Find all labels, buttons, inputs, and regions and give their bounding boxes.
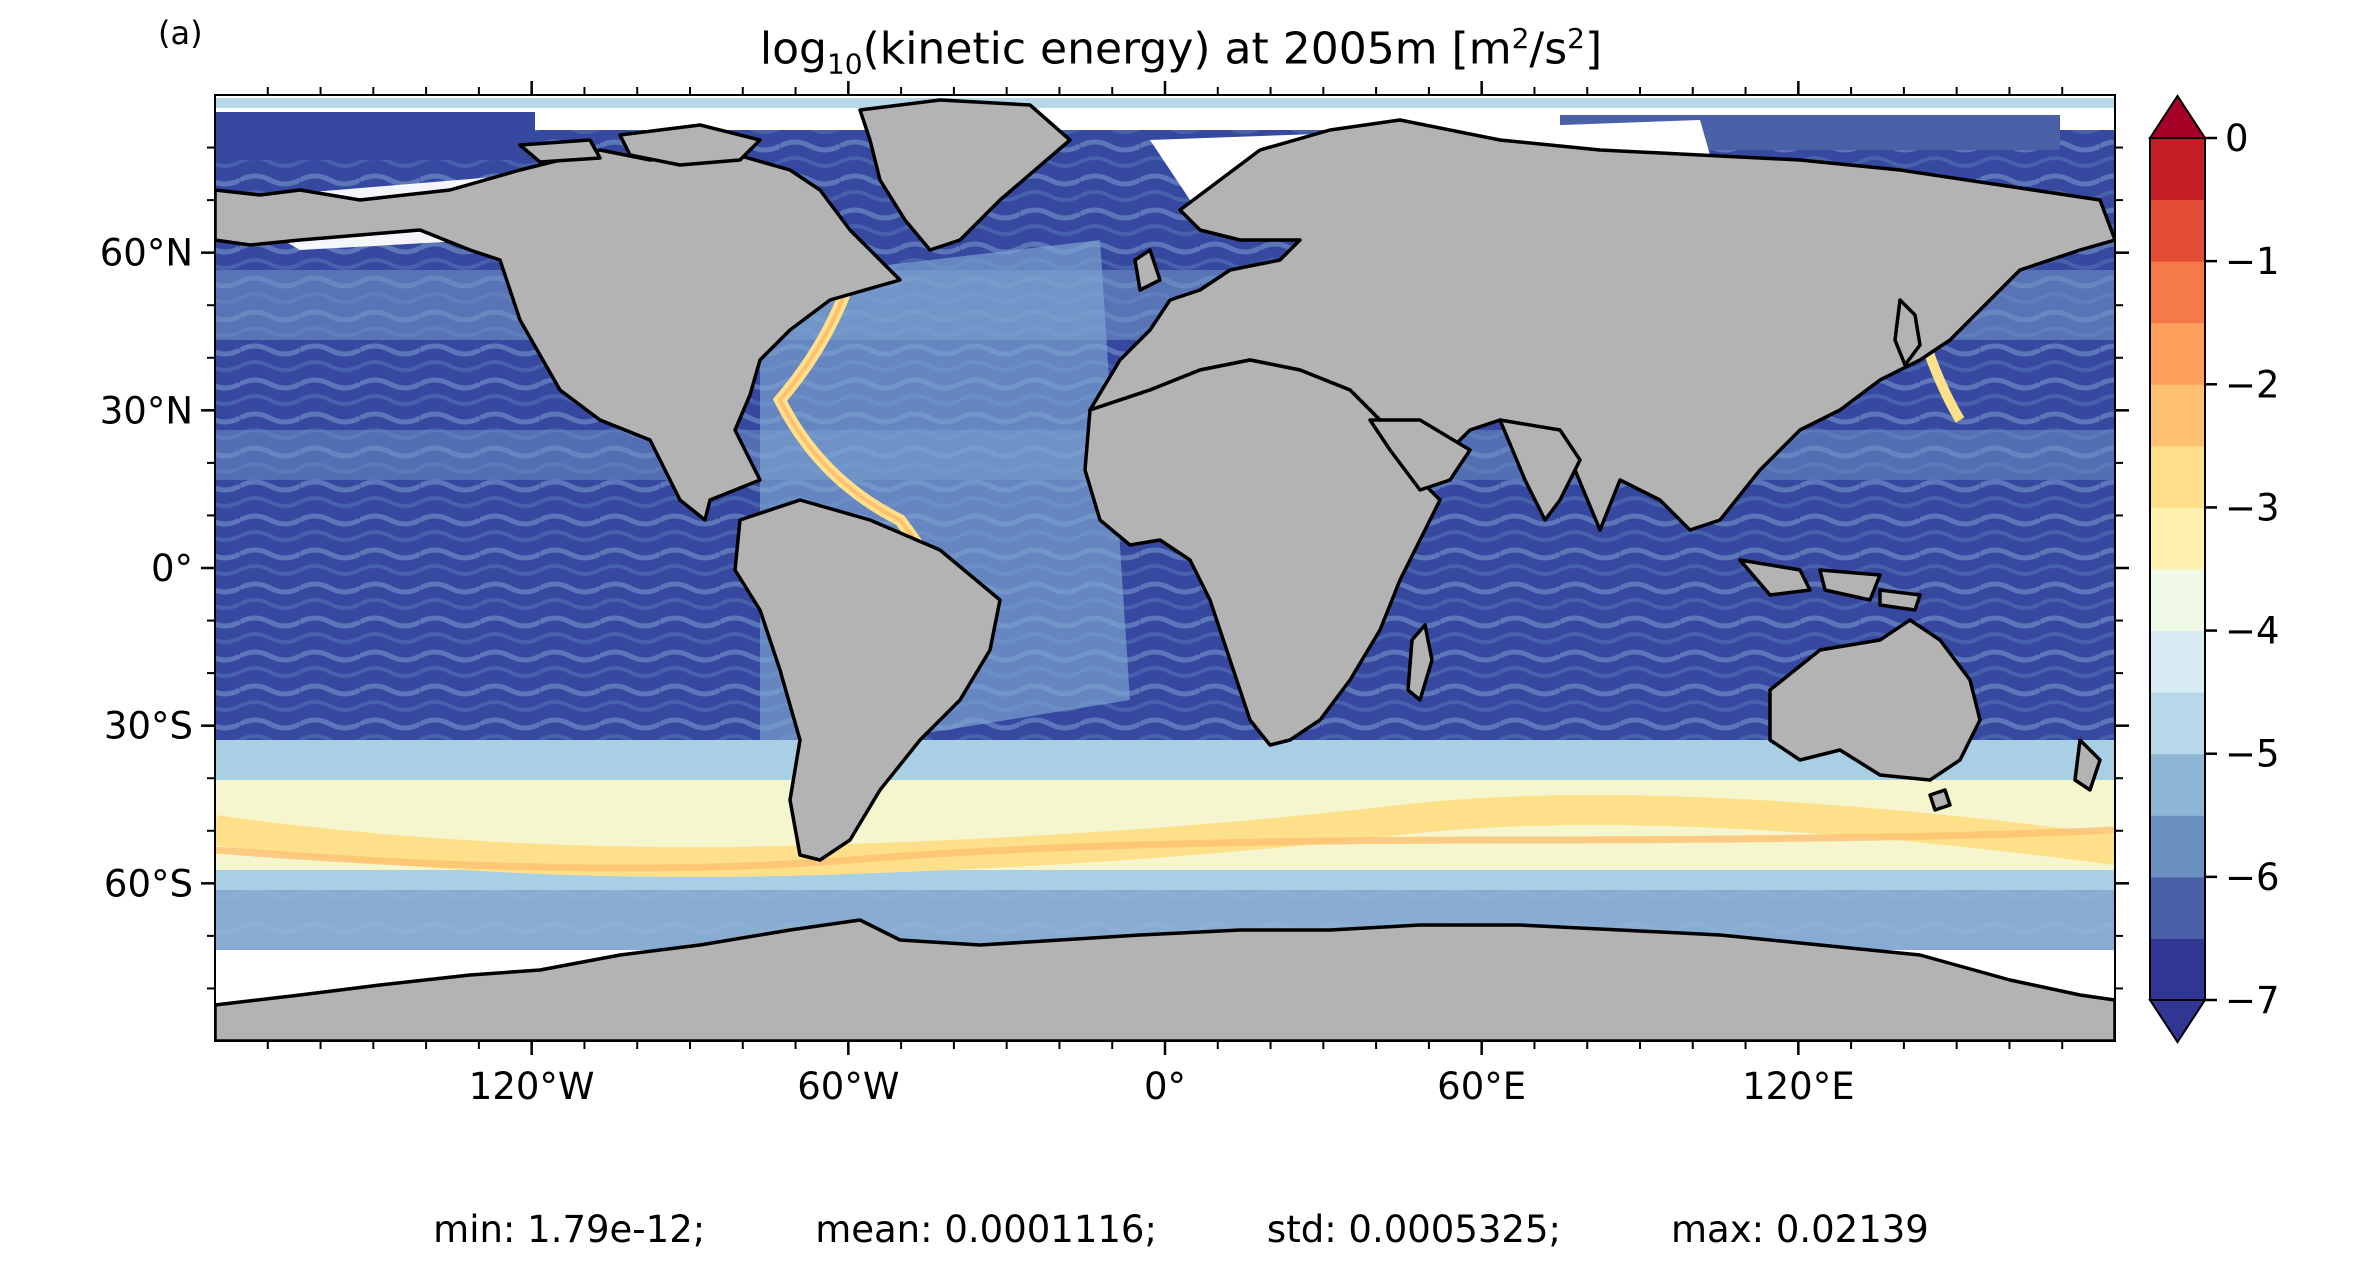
colorbar-segment (2150, 138, 2205, 201)
colorbar-tick-label: −3 (2225, 486, 2280, 529)
colorbar-segment (2150, 569, 2205, 632)
colorbar-tick-label: −4 (2225, 610, 2280, 653)
lat-tick-label: 60°S (104, 862, 193, 905)
colorbar-segment (2150, 445, 2205, 508)
colorbar-segment (2150, 507, 2205, 570)
colorbar-frame (2149, 137, 2206, 1001)
lon-tick-label: 60°E (1437, 1065, 1526, 1108)
stat-min: min: 1.79e-12; (433, 1208, 706, 1251)
land (215, 98, 2115, 1041)
colorbar-tick-label: −7 (2225, 979, 2280, 1022)
colorbar-segment (2150, 876, 2205, 939)
australia (1768, 618, 1982, 782)
antarctica (215, 918, 2115, 1041)
colorbar-tick-label: 0 (2225, 117, 2249, 160)
colorbar-segment (2150, 630, 2205, 693)
lon-tick-label: 120°E (1742, 1065, 1855, 1108)
stat-std: std: 0.0005325; (1266, 1208, 1561, 1251)
colorbar-tick-label: −2 (2225, 363, 2280, 406)
africa (1083, 358, 1442, 747)
stat-mean: mean: 0.0001116; (815, 1208, 1157, 1251)
lat-tick-label: 30°N (100, 389, 193, 432)
lon-tick-label: 60°W (797, 1065, 899, 1108)
colorbar-under-arrow (2148, 999, 2207, 1044)
stat-max: max: 0.02139 (1670, 1208, 1929, 1251)
colorbar: 0 −1 −2 −3 −4 −5 −6 −7 (2148, 94, 2280, 1044)
lat-tick-label: 30°S (104, 705, 193, 748)
colorbar-segment (2150, 384, 2205, 447)
panel-label: (a) (158, 14, 203, 52)
colorbar-segment (2150, 753, 2205, 816)
lat-tick-label: 60°N (100, 232, 193, 275)
lon-tick-label: 120°W (469, 1065, 595, 1108)
colorbar-tick-label: −5 (2225, 733, 2280, 776)
colorbar-segment (2150, 322, 2205, 385)
colorbar-over-arrow (2148, 94, 2207, 139)
colorbar-segment (2150, 199, 2205, 262)
colorbar-segment (2150, 938, 2205, 1001)
map-title: log10(kinetic energy) at 2005m [m2/s2] (759, 22, 1603, 81)
map-axes: 120°W 60°W 0° 60°E 120°E 60°N 30°N 0° 30°S 60°S (100, 81, 2129, 1108)
colorbar-segment (2150, 692, 2205, 755)
south-america (733, 498, 1002, 862)
stats-line: min: 1.79e-12; mean: 0.0001116; std: 0.000… (0, 1208, 2362, 1251)
colorbar-tick-label: −6 (2225, 856, 2280, 899)
colorbar-tick-label: −1 (2225, 240, 2280, 283)
colorbar-segment (2150, 815, 2205, 878)
lon-tick-label: 0° (1144, 1065, 1186, 1108)
lat-tick-label: 0° (151, 547, 193, 590)
colorbar-segment (2150, 261, 2205, 324)
greenland (858, 98, 1072, 252)
